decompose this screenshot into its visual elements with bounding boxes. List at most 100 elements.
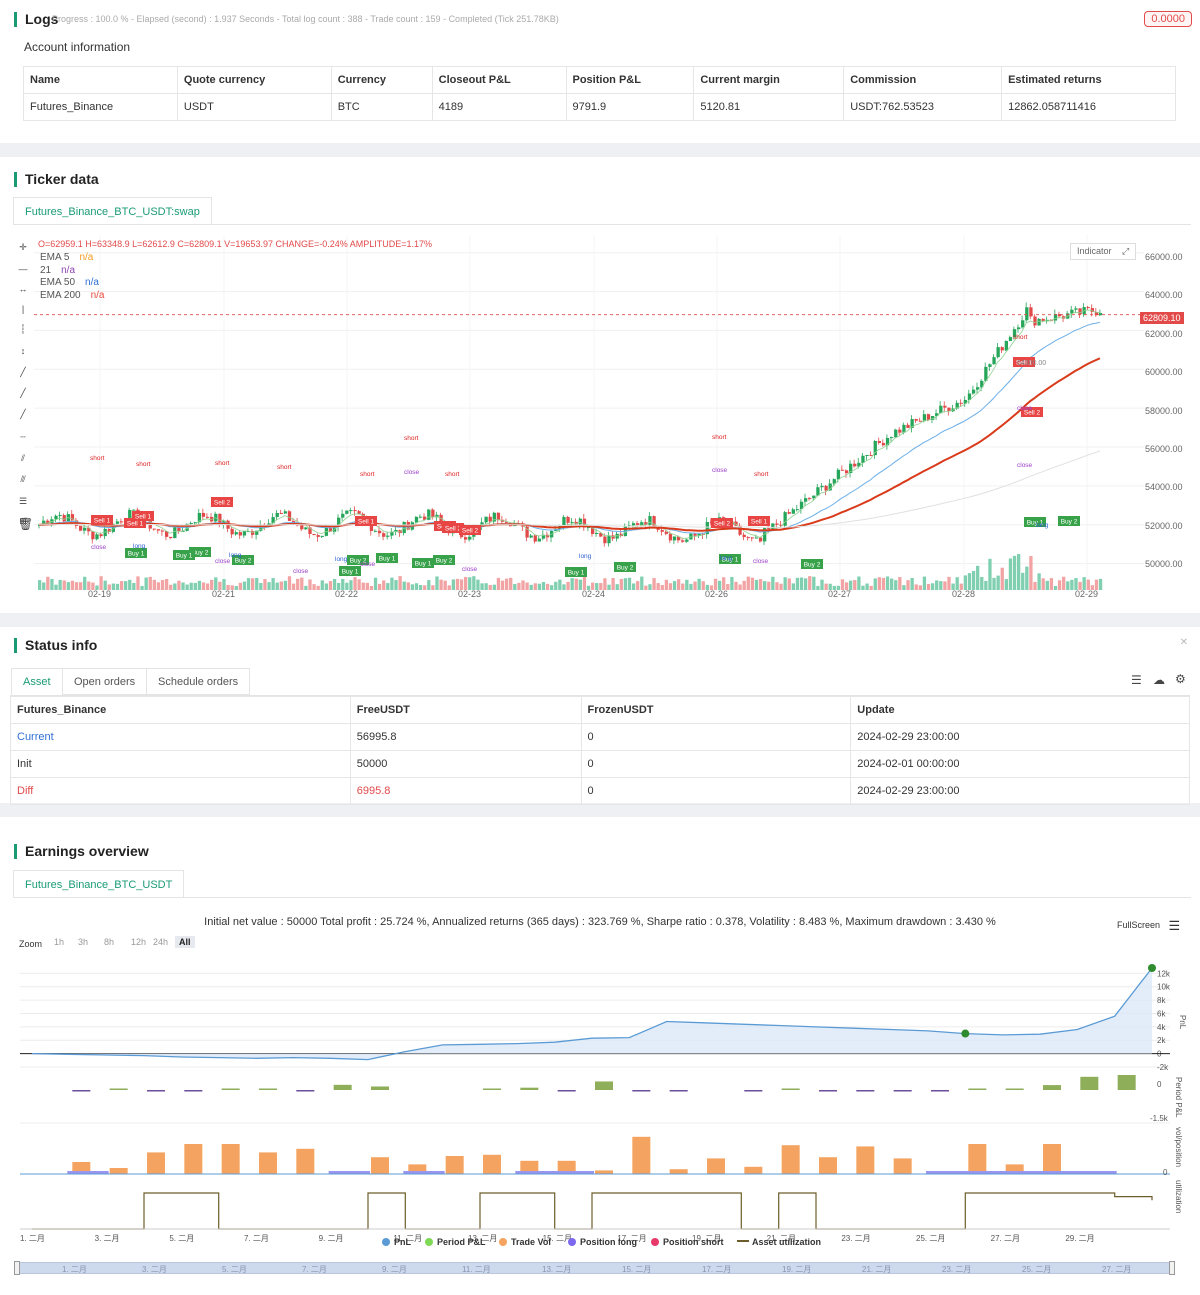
cloud-download-icon[interactable]: ☁ bbox=[1153, 673, 1165, 687]
earnings-time-label: 23. 二月 bbox=[841, 1234, 870, 1243]
trend-line-icon[interactable]: ╱ bbox=[20, 367, 26, 377]
candle-body bbox=[660, 529, 664, 532]
volume-bar bbox=[1021, 572, 1025, 590]
indicator-legend-item[interactable]: EMA 50 n/a bbox=[40, 277, 99, 288]
zoom-button[interactable]: 1h bbox=[54, 937, 65, 947]
crosshair-icon[interactable]: ✛ bbox=[19, 242, 27, 252]
volume-bar bbox=[136, 576, 140, 590]
volume-bar bbox=[1070, 579, 1074, 590]
settings-icon[interactable]: ⚙ bbox=[1175, 672, 1186, 686]
segment-icon[interactable]: ╱ bbox=[20, 409, 26, 419]
status-tab[interactable]: Asset bbox=[11, 668, 63, 695]
trade-marker: Sell 1 bbox=[355, 516, 377, 526]
candle-body bbox=[58, 515, 62, 517]
volume-bar bbox=[185, 584, 189, 590]
collapse-icon[interactable]: ✕ bbox=[1179, 637, 1188, 648]
trade-vol-bar bbox=[819, 1157, 837, 1174]
trash-icon[interactable]: 🗑 bbox=[18, 517, 34, 531]
legend-item[interactable]: Position long bbox=[568, 1237, 637, 1247]
candle-body bbox=[492, 512, 496, 522]
candle-body bbox=[1070, 309, 1074, 314]
volume-bar bbox=[144, 577, 148, 590]
legend-item[interactable]: Asset utilization bbox=[737, 1237, 821, 1247]
volume-bar bbox=[754, 579, 759, 590]
navigator-right-handle[interactable] bbox=[1169, 1261, 1175, 1275]
volume-bar bbox=[111, 583, 116, 590]
asset-cell: 6995.8 bbox=[349, 777, 582, 805]
volume-bar bbox=[193, 582, 197, 590]
channel-icon[interactable]: ⫻ bbox=[20, 474, 26, 484]
fullscreen-button[interactable]: FullScreen ☰ bbox=[1117, 918, 1180, 934]
ohlc-readout: O=62959.1 H=63348.9 L=62612.9 C=62809.1 … bbox=[38, 239, 433, 249]
logs-badge[interactable]: 0.0000 bbox=[1144, 11, 1192, 27]
earnings-time-label: 15. 二月 bbox=[543, 1234, 572, 1243]
volume-bar bbox=[1041, 578, 1045, 590]
trade-marker: Sell 1 bbox=[124, 518, 146, 528]
volume-bar bbox=[541, 581, 546, 590]
fibonacci-icon[interactable]: ☰ bbox=[18, 496, 28, 506]
volume-bar bbox=[205, 583, 210, 590]
earnings-chart[interactable]: 12k 10k 8k 6k 4k 2k 0 -2k PnL 0 -1.5k Period P&L 0 vo… bbox=[0, 955, 1200, 1275]
account-cell: 9791.9 bbox=[565, 93, 695, 121]
candle-body bbox=[91, 531, 95, 540]
tab-earnings-symbol[interactable]: Futures_Binance_BTC_USDT bbox=[13, 870, 185, 898]
pnl-drawdown-point bbox=[961, 1029, 970, 1038]
volume-bar bbox=[955, 577, 959, 590]
legend-item[interactable]: Position short bbox=[651, 1237, 724, 1247]
candle-body bbox=[238, 532, 243, 536]
status-tab[interactable]: Schedule orders bbox=[146, 668, 251, 695]
marker-word: close bbox=[404, 469, 420, 476]
trade-marker: Sell 1 bbox=[132, 511, 154, 521]
indicator-legend-item[interactable]: 21 n/a bbox=[40, 265, 75, 276]
vertical-ray-icon[interactable]: ↕ bbox=[20, 346, 26, 356]
parallel-line-icon[interactable]: ⫽ bbox=[20, 453, 25, 463]
marker-word: short bbox=[277, 464, 292, 471]
indicator-button[interactable]: Indicator ⤢ bbox=[1070, 243, 1137, 260]
marker-word: short bbox=[445, 471, 460, 478]
range-navigator[interactable] bbox=[17, 1262, 1175, 1274]
legend-item[interactable]: PnL bbox=[382, 1237, 411, 1247]
candle-body bbox=[955, 402, 959, 409]
navigator-left-handle[interactable] bbox=[14, 1261, 20, 1275]
last-price-tag: 62809.10 bbox=[1140, 312, 1184, 324]
legend-item[interactable]: Period P&L bbox=[425, 1237, 486, 1247]
zoom-button[interactable]: All bbox=[175, 936, 195, 948]
zoom-button[interactable]: 8h bbox=[104, 937, 115, 947]
volume-bar bbox=[320, 580, 324, 590]
indicator-legend-item[interactable]: EMA 200 n/a bbox=[40, 290, 105, 301]
vertical-line-icon[interactable]: | bbox=[21, 304, 25, 314]
price-line-icon[interactable]: ┄ bbox=[20, 432, 26, 442]
period-pnl-bar bbox=[856, 1090, 875, 1092]
trade-marker-label: Buy 2 bbox=[235, 558, 252, 565]
vertical-segment-icon[interactable]: ┆ bbox=[20, 324, 26, 334]
candle-body bbox=[160, 530, 165, 532]
tab-ticker-symbol[interactable]: Futures_Binance_BTC_USDT:swap bbox=[13, 197, 212, 225]
volume-bar bbox=[816, 585, 820, 590]
candle-body bbox=[672, 536, 677, 541]
status-tab[interactable]: Open orders bbox=[62, 668, 148, 695]
zoom-button[interactable]: 24h bbox=[153, 937, 169, 947]
price-tick-label: 50000.00 bbox=[1145, 559, 1183, 570]
trade-marker-label: Sell 2 bbox=[445, 526, 462, 533]
zoom-button[interactable]: 3h bbox=[78, 937, 89, 947]
volume-bar bbox=[935, 580, 939, 590]
marker-word: long bbox=[133, 543, 146, 550]
trade-marker: Sell 1 bbox=[1013, 357, 1035, 367]
period-pnl-bar bbox=[184, 1090, 203, 1092]
candle-body bbox=[128, 509, 132, 522]
horizontal-ray-icon[interactable]: ↔ bbox=[18, 284, 28, 294]
ray-line-icon[interactable]: ╱ bbox=[20, 388, 26, 398]
period-pnl-bar bbox=[781, 1088, 800, 1090]
zoom-button[interactable]: 12h bbox=[131, 937, 147, 947]
candle-body bbox=[1090, 308, 1095, 313]
volume-bar bbox=[988, 558, 992, 590]
measure-icon[interactable]: ⊞ bbox=[19, 516, 27, 526]
indicator-legend-item[interactable]: EMA 5 n/a bbox=[40, 252, 93, 263]
legend-item[interactable]: Trade Vol bbox=[499, 1237, 551, 1247]
candle-body bbox=[328, 527, 333, 532]
horizontal-line-icon[interactable]: — bbox=[18, 264, 28, 274]
list-view-icon[interactable]: ☰ bbox=[1131, 673, 1142, 687]
volume-bar bbox=[365, 582, 369, 590]
account-column-header: Currency bbox=[330, 66, 433, 94]
